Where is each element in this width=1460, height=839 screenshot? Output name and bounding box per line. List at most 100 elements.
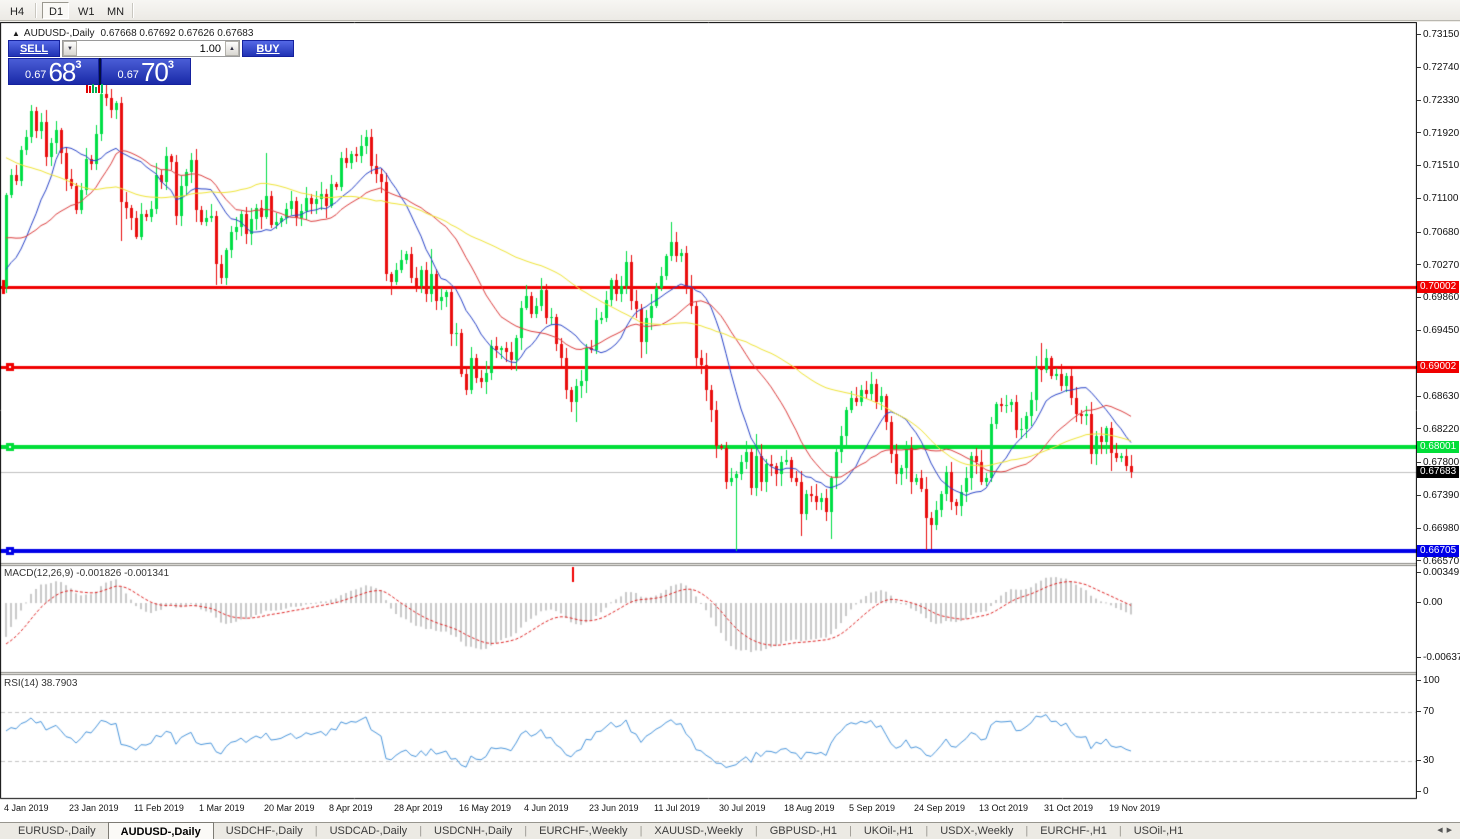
timeframe-mn-button[interactable]: MN [100, 2, 127, 19]
price-level-badge: 0.67683 [1417, 466, 1459, 479]
axis-tick-label: 0.69450 [1417, 326, 1459, 336]
tab-scroll-left-button[interactable]: ◀ [1437, 827, 1447, 834]
axis-tick-mark [1417, 759, 1421, 761]
date-label: 31 Oct 2019 [1044, 803, 1094, 813]
chart-tab-usdcnh-daily[interactable]: USDCNH-,Daily [434, 825, 513, 837]
tab-separator: | [1118, 825, 1122, 837]
tick-mark [95, 87, 97, 93]
price-level-badge: 0.70002 [1417, 280, 1459, 293]
chart-ohlc-values: 0.67668 0.67692 0.67626 0.67683 [100, 28, 254, 39]
axis-tick-label: 0.71510 [1417, 161, 1459, 171]
chart-tab-gbpusd-h1[interactable]: GBPUSD-,H1 [769, 825, 837, 837]
axis-tick-label: 0.72330 [1417, 95, 1459, 106]
tab-scroll-arrows: ◀▶ [1437, 826, 1456, 834]
collapse-trade-panel-icon[interactable]: ▲ [12, 29, 20, 38]
price-level-badge: 0.66705 [1417, 544, 1459, 557]
buy-price-panel[interactable]: 0.67 70 3 [100, 57, 191, 87]
axis-tick-label: 70 [1417, 706, 1434, 717]
timeframe-w1-button[interactable]: W1 [71, 2, 98, 19]
axis-tick-mark [1417, 656, 1421, 658]
tick-mark [86, 85, 88, 93]
date-label: 30 Jul 2019 [719, 803, 766, 813]
axis-tick-mark [1417, 34, 1421, 36]
price-level-badge: 0.69002 [1417, 360, 1459, 373]
axis-tick-label: 0 [1417, 787, 1429, 797]
chart-tab-usoil-h1[interactable]: USOil-,H1 [1133, 825, 1184, 837]
chart-tab-eurchf-h1[interactable]: EURCHF-,H1 [1040, 825, 1107, 837]
axis-tick-label: 0.00349 [1417, 567, 1459, 578]
axis-tick-mark [1417, 428, 1421, 430]
volume-input[interactable] [77, 41, 225, 56]
time-axis[interactable]: 4 Jan 2019 23 Jan 2019 11 Feb 2019 1 Mar 20… [0, 803, 1417, 817]
timeframe-h4-button[interactable]: H4 [3, 2, 30, 19]
axis-tick-mark [1417, 66, 1421, 68]
date-label: 24 Sep 2019 [914, 803, 966, 813]
volume-stepper: ▼ ▲ [62, 40, 240, 57]
axis-tick-mark [1417, 198, 1421, 199]
axis-tick-mark [1417, 461, 1421, 463]
chart-tab-eurchf-weekly[interactable]: EURCHF-,Weekly [539, 825, 628, 837]
axis-tick-label: 0.66980 [1417, 523, 1459, 534]
tab-scroll-right-button[interactable]: ▶ [1446, 827, 1456, 834]
volume-increase-button[interactable]: ▲ [225, 41, 239, 56]
axis-tick-label: 0.00 [1417, 598, 1442, 608]
sell-button[interactable]: SELL [8, 40, 60, 57]
timeframe-toolbar: H4 D1 W1 MN [0, 0, 1460, 21]
axis-tick-mark [1417, 132, 1421, 134]
date-label: 23 Jun 2019 [589, 803, 639, 813]
axis-tick-mark [1417, 231, 1421, 233]
toolbar-separator [132, 2, 134, 18]
date-label: 8 Apr 2019 [329, 803, 373, 813]
axis-tick-label: -0.00637 [1417, 652, 1460, 663]
date-label: 13 Oct 2019 [979, 803, 1029, 813]
axis-tick-mark [1417, 395, 1421, 397]
axis-tick-mark [1417, 790, 1421, 792]
axis-tick-mark [1417, 601, 1421, 603]
date-label: 11 Feb 2019 [134, 803, 184, 813]
date-label: 4 Jun 2019 [524, 803, 569, 813]
tick-mark [101, 84, 103, 93]
chart-canvas[interactable] [0, 22, 1417, 800]
tick-mark [98, 85, 100, 93]
chart-tab-usdx-weekly[interactable]: USDX-,Weekly [940, 825, 1014, 837]
axis-tick-mark [1417, 329, 1421, 331]
axis-tick-mark [1417, 710, 1421, 712]
timeframe-d1-button[interactable]: D1 [42, 1, 69, 19]
axis-tick-mark [1417, 494, 1421, 496]
axis-tick-label: 0.70680 [1417, 227, 1459, 238]
macd-indicator-label: MACD(12,26,9) -0.001826 -0.001341 [4, 568, 170, 579]
chart-tab-eurusd-daily[interactable]: EURUSD-,Daily [18, 825, 96, 837]
buy-price-big: 70 [140, 57, 169, 87]
date-label: 28 Apr 2019 [394, 803, 443, 813]
tab-separator: | [1025, 825, 1029, 837]
sell-price-big: 68 [48, 57, 76, 87]
date-label: 16 May 2019 [459, 803, 512, 813]
buy-price-pip: 3 [167, 59, 174, 71]
buy-button[interactable]: BUY [242, 40, 294, 57]
date-label: 18 Aug 2019 [784, 803, 835, 813]
axis-tick-label: 0.69860 [1417, 293, 1459, 303]
axis-tick-label: 0.71100 [1417, 194, 1458, 204]
tab-separator: | [419, 825, 423, 837]
chart-tab-usdchf-daily[interactable]: USDCHF-,Daily [225, 825, 303, 837]
axis-tick-mark [1417, 571, 1421, 573]
axis-tick-label: 30 [1417, 756, 1434, 766]
chart-tab-ukoil-h1[interactable]: UKOil-,H1 [863, 825, 914, 837]
axis-tick-label: 0.72740 [1417, 62, 1459, 73]
axis-tick-mark [1417, 679, 1421, 681]
price-axis[interactable]: 0.73150 0.72740 0.72330 0.71920 0.71510 0.711… [1417, 22, 1460, 822]
volume-decrease-button[interactable]: ▼ [63, 41, 77, 56]
chart-tab-audusd-daily[interactable]: AUDUSD-,Daily [107, 822, 214, 839]
chart-tab-usdcad-daily[interactable]: USDCAD-,Daily [329, 825, 408, 837]
tab-separator: | [848, 825, 852, 837]
axis-tick-label: 0.70270 [1417, 260, 1459, 271]
chart-header: ▲ AUDUSD-,Daily 0.67668 0.67692 0.67626 0.… [12, 28, 259, 39]
chart-tab-xauusd-weekly[interactable]: XAUUSD-,Weekly [654, 825, 743, 837]
date-label: 11 Jul 2019 [654, 803, 700, 813]
axis-tick-mark [1417, 297, 1421, 299]
date-label: 19 Nov 2019 [1109, 803, 1161, 813]
sell-price-panel[interactable]: 0.67 68 3 [8, 58, 99, 85]
date-label: 23 Jan 2019 [69, 803, 119, 813]
axis-tick-label: 100 [1417, 676, 1440, 686]
